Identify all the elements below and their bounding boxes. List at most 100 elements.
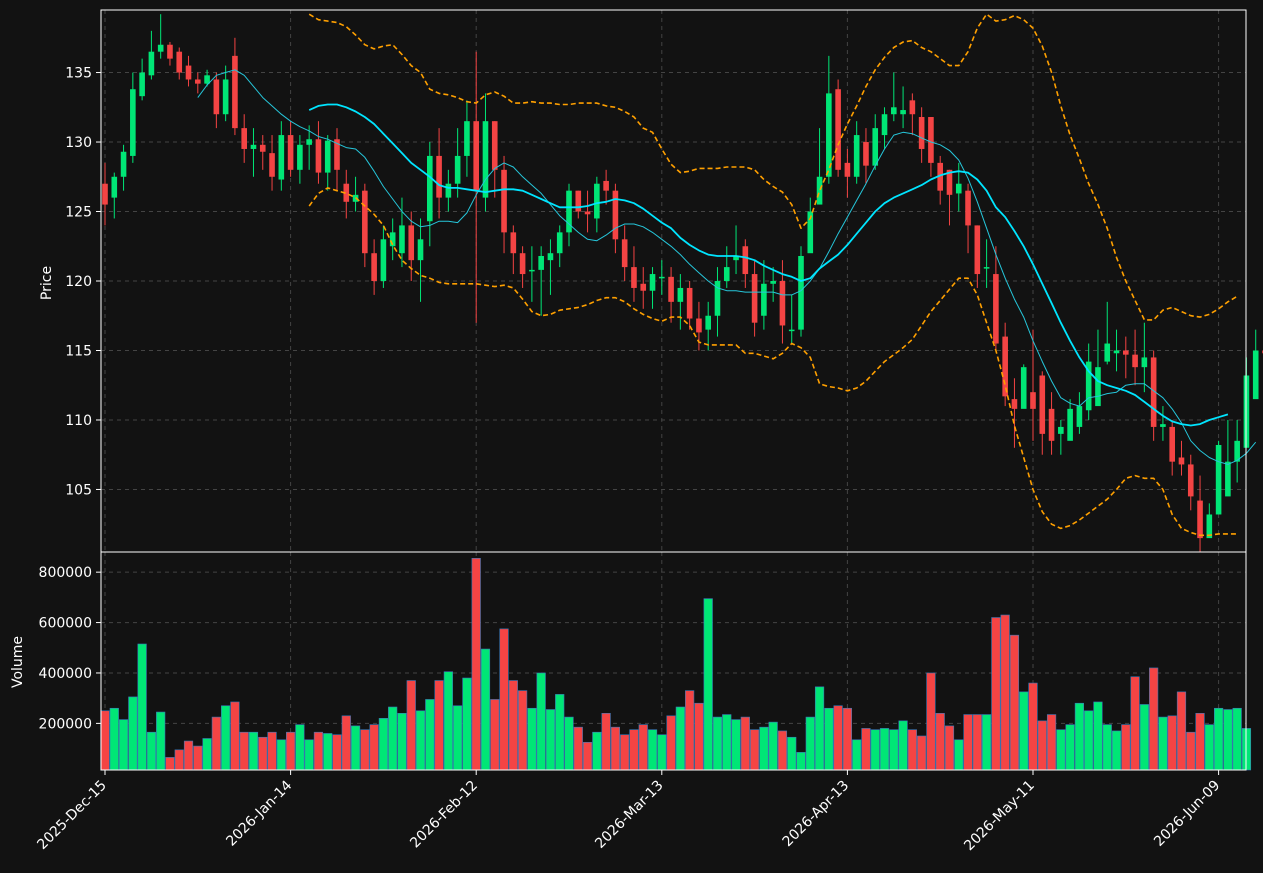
volume-bar xyxy=(1232,707,1242,771)
volume-bar-series xyxy=(100,558,1252,771)
volume-bar xyxy=(304,739,314,771)
candle-body xyxy=(1197,500,1203,539)
candle-body xyxy=(297,144,303,170)
volume-bar xyxy=(183,740,194,771)
candle-body xyxy=(826,93,832,177)
volume-bar xyxy=(313,731,324,771)
volume-bar xyxy=(480,648,491,771)
candle-body xyxy=(1234,440,1240,462)
volume-panel-frame xyxy=(100,551,1247,771)
volume-bar xyxy=(787,736,797,771)
volume-bar xyxy=(1028,682,1038,771)
candle-body xyxy=(1169,426,1175,462)
candle-body xyxy=(686,287,693,319)
volume-bar xyxy=(1186,731,1196,771)
candle-body xyxy=(733,255,739,261)
candle-body xyxy=(362,190,368,254)
candle-body xyxy=(770,281,776,284)
volume-bar xyxy=(490,699,500,771)
volume-bar xyxy=(1195,712,1205,771)
volume-bar xyxy=(239,731,249,771)
candle-body xyxy=(779,281,786,326)
candle-body xyxy=(965,190,971,226)
volume-bar xyxy=(508,680,518,771)
volume-bar xyxy=(564,716,574,771)
candle-body xyxy=(185,65,192,80)
candle-body xyxy=(723,267,730,281)
volume-bar xyxy=(907,729,917,771)
candle-body xyxy=(148,51,155,76)
volume-bar xyxy=(601,712,611,771)
candlestick-series xyxy=(102,14,1263,552)
candle-body xyxy=(612,190,619,240)
candle-body xyxy=(250,144,257,149)
volume-bar xyxy=(824,707,834,771)
volume-bar xyxy=(759,726,769,771)
candle-body xyxy=(640,283,647,291)
volume-bar xyxy=(323,733,333,771)
volume-bar xyxy=(341,715,351,771)
candle-body xyxy=(408,225,415,261)
price-y-tick-label: 110 xyxy=(65,413,92,429)
candle-body xyxy=(714,281,721,316)
volume-bar xyxy=(722,714,732,771)
volume-bar xyxy=(545,709,556,771)
volume-bar xyxy=(406,680,416,771)
candle-body xyxy=(232,55,238,129)
volume-bar xyxy=(889,729,899,771)
volume-bar xyxy=(517,690,528,771)
candle-body xyxy=(594,183,600,219)
volume-bar xyxy=(443,671,453,771)
volume-bar xyxy=(369,724,379,771)
candle-body xyxy=(881,114,888,136)
volume-bar xyxy=(471,558,481,771)
candle-body xyxy=(649,274,656,291)
candle-body xyxy=(705,315,711,330)
volume-bar xyxy=(1000,614,1010,771)
candle-body xyxy=(1085,361,1092,411)
candle-body xyxy=(816,176,823,205)
candle-body xyxy=(677,287,684,302)
candle-body xyxy=(1225,461,1231,497)
candle-body xyxy=(204,75,210,84)
candle-body xyxy=(1002,336,1008,397)
candle-body xyxy=(1076,406,1083,427)
price-y-tick-label: 120 xyxy=(65,274,92,290)
candle-body xyxy=(427,155,433,222)
volume-bar xyxy=(211,716,221,771)
volume-bar xyxy=(350,725,361,771)
bollinger-lower-line xyxy=(308,187,1238,537)
volume-bar xyxy=(1009,634,1020,771)
candle-body xyxy=(668,276,674,302)
volume-bar xyxy=(230,701,240,771)
candle-body xyxy=(389,232,396,247)
volume-bar xyxy=(499,628,509,771)
candle-body xyxy=(1160,424,1166,427)
price-axis-title: Price xyxy=(39,266,55,300)
candle-body xyxy=(213,79,220,115)
candle-body xyxy=(324,140,331,173)
volume-bar xyxy=(610,726,620,771)
volume-y-axis: 200000 400000 600000 800000 xyxy=(39,565,101,732)
candle-body xyxy=(538,255,544,270)
volume-bar xyxy=(221,705,231,771)
volume-bar xyxy=(276,739,286,771)
candle-body xyxy=(501,169,507,233)
candle-body xyxy=(157,44,164,52)
volume-bar xyxy=(629,729,639,771)
candle-body xyxy=(955,183,962,194)
volume-bar xyxy=(861,728,871,771)
volume-bar xyxy=(666,715,676,771)
volume-bar xyxy=(285,731,296,771)
volume-bar xyxy=(146,731,157,771)
candle-body xyxy=(807,211,814,254)
candle-body xyxy=(1113,350,1120,354)
candle-body xyxy=(566,190,572,233)
candle-body xyxy=(371,253,377,281)
volume-bar xyxy=(415,710,426,771)
volume-bar xyxy=(842,707,852,771)
price-y-tick-label: 105 xyxy=(65,482,92,498)
volume-bar xyxy=(332,734,342,771)
candle-body xyxy=(417,239,424,261)
volume-bar xyxy=(926,672,936,771)
